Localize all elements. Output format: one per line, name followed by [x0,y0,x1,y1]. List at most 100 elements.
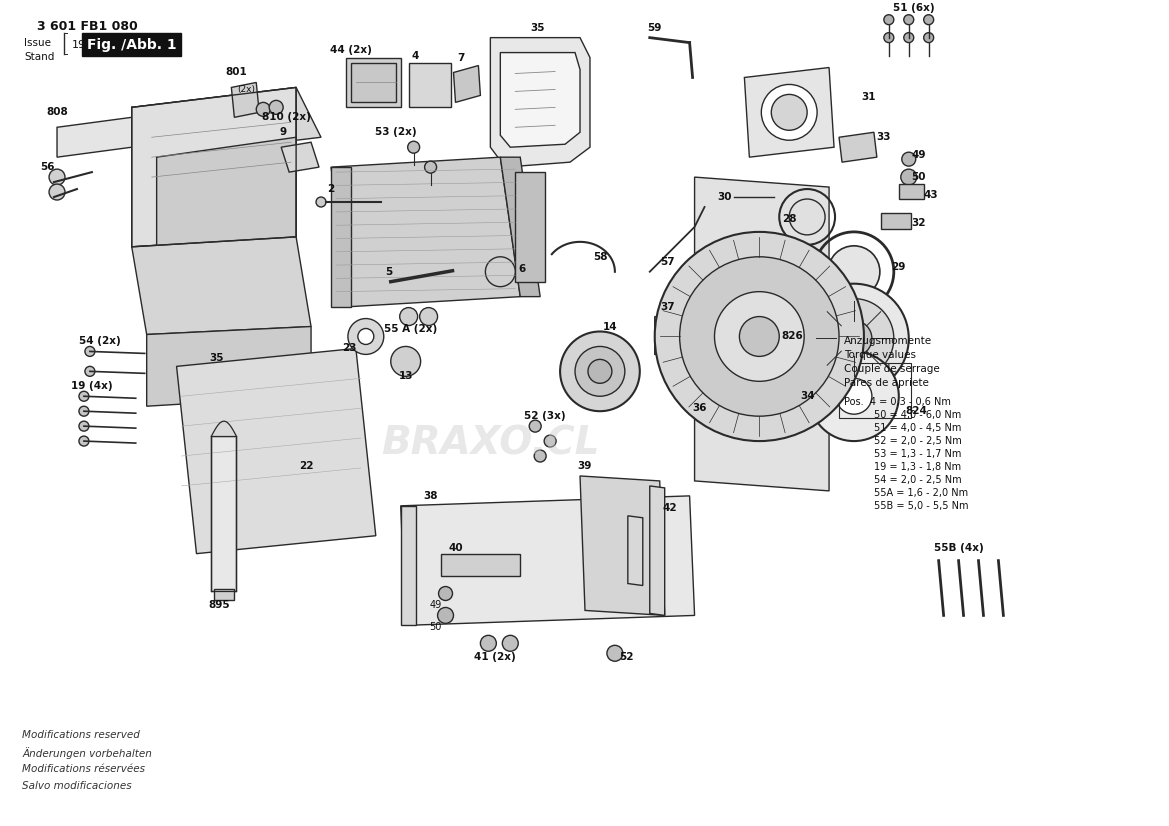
Circle shape [420,307,437,325]
Text: Anzugsmomente: Anzugsmomente [844,336,932,346]
Circle shape [740,316,780,356]
Text: Modifications réservées: Modifications réservées [22,764,145,774]
Text: 55B = 5,0 - 5,5 Nm: 55B = 5,0 - 5,5 Nm [874,501,968,510]
Circle shape [390,346,421,377]
Circle shape [836,378,872,414]
Text: 50: 50 [429,622,442,633]
Text: Torque values: Torque values [844,350,916,360]
Polygon shape [282,142,319,172]
Text: Pares de apriete: Pares de apriete [844,378,929,388]
Circle shape [79,436,89,446]
Circle shape [714,292,804,382]
Circle shape [761,84,817,140]
Text: 34: 34 [800,392,815,401]
Text: 22: 22 [299,461,313,471]
Text: 55A = 1,6 - 2,0 Nm: 55A = 1,6 - 2,0 Nm [874,488,968,498]
Circle shape [924,15,934,25]
Text: 58: 58 [593,252,607,262]
Circle shape [588,359,611,383]
Polygon shape [331,157,520,306]
Circle shape [575,346,625,396]
Polygon shape [132,88,296,247]
Text: 826: 826 [781,331,803,341]
Text: 44 (2x): 44 (2x) [330,45,372,55]
Circle shape [85,346,95,356]
Polygon shape [655,316,694,358]
Circle shape [904,33,914,43]
Text: 40: 40 [448,543,463,553]
Text: 50 = 4,0 - 6,0 Nm: 50 = 4,0 - 6,0 Nm [874,411,961,420]
Polygon shape [580,476,665,615]
Text: Salvo modificaciones: Salvo modificaciones [22,781,132,790]
Text: Couple de serrage: Couple de serrage [844,364,940,374]
Circle shape [316,197,326,207]
Polygon shape [839,132,877,162]
Circle shape [480,635,497,651]
Text: 55B (4x): 55B (4x) [934,543,983,553]
Circle shape [530,420,541,432]
Polygon shape [57,117,132,157]
Circle shape [485,257,516,287]
Text: Issue: Issue [25,38,51,48]
Polygon shape [401,496,694,625]
Polygon shape [132,107,157,252]
Circle shape [256,102,270,116]
Circle shape [904,15,914,25]
Circle shape [655,232,864,441]
Text: 35: 35 [209,354,223,363]
Bar [409,63,450,107]
Text: 4: 4 [411,50,420,60]
Text: 50: 50 [912,172,926,182]
Text: 29: 29 [892,262,906,272]
Text: 51 = 4,0 - 4,5 Nm: 51 = 4,0 - 4,5 Nm [874,423,961,433]
Text: 36: 36 [692,403,707,413]
Text: 52 = 2,0 - 2,5 Nm: 52 = 2,0 - 2,5 Nm [874,436,962,446]
Bar [839,363,911,418]
Text: 2: 2 [327,184,334,194]
Polygon shape [132,237,311,335]
Text: 808: 808 [46,107,68,117]
Text: 56: 56 [40,162,54,172]
Circle shape [772,94,807,131]
Bar [346,58,401,107]
Circle shape [884,33,894,43]
Text: 55 A (2x): 55 A (2x) [385,324,437,334]
Text: 30: 30 [718,192,732,202]
Circle shape [503,635,518,651]
Circle shape [85,367,95,377]
Text: 19 (4x): 19 (4x) [71,382,112,392]
Bar [441,553,520,576]
Bar [846,351,862,382]
Text: Stand: Stand [25,51,55,62]
Text: 52 (3x): 52 (3x) [525,411,566,421]
Circle shape [348,319,383,354]
Text: 28: 28 [782,214,796,224]
Polygon shape [331,167,351,306]
Text: 14: 14 [602,321,617,331]
Polygon shape [650,486,665,615]
Text: 824: 824 [906,406,928,416]
Polygon shape [212,436,236,591]
Text: Modifications reserved: Modifications reserved [22,730,140,740]
Text: 51 (6x): 51 (6x) [893,2,934,12]
Text: BRAXO.CL: BRAXO.CL [381,424,600,462]
Circle shape [679,257,839,416]
Bar [516,172,545,282]
Circle shape [789,199,825,235]
Text: 35: 35 [530,22,545,33]
Text: 19 = 1,3 - 1,8 Nm: 19 = 1,3 - 1,8 Nm [874,462,961,472]
Circle shape [836,320,872,356]
Text: 37: 37 [660,301,675,311]
Text: 54 (2x): 54 (2x) [79,336,120,346]
Text: 41 (2x): 41 (2x) [475,653,517,662]
Circle shape [828,246,880,297]
Text: 7: 7 [457,53,464,63]
Text: 38: 38 [423,491,438,501]
Circle shape [400,307,417,325]
Text: 3 601 FB1 080: 3 601 FB1 080 [37,20,138,33]
Circle shape [79,421,89,431]
Text: 23: 23 [341,344,357,354]
Polygon shape [745,68,833,157]
Circle shape [607,645,623,662]
Polygon shape [454,65,480,102]
